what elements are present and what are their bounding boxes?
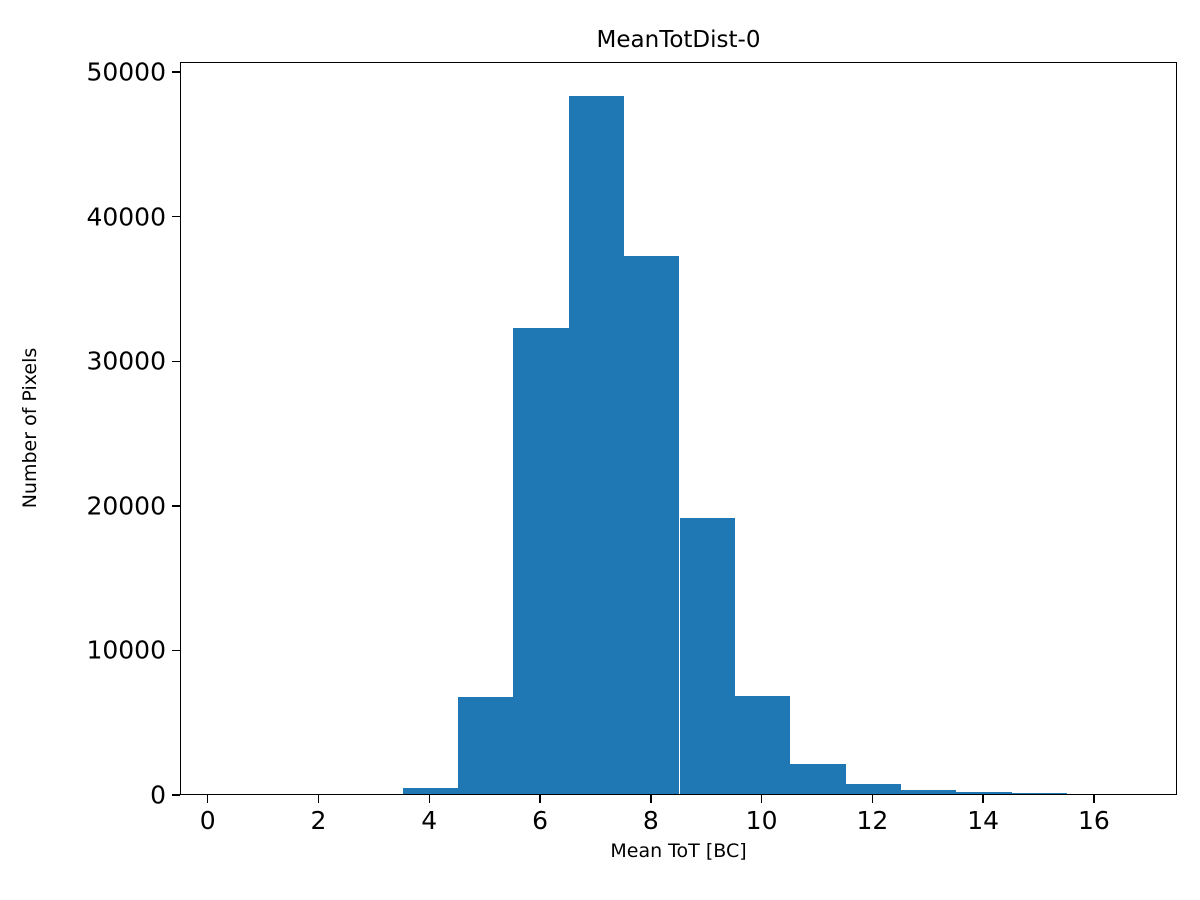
- x-axis-tick: [650, 795, 652, 803]
- histogram-bar: [402, 788, 458, 794]
- histogram-bar: [956, 792, 1012, 794]
- x-tick-label: 4: [421, 806, 438, 835]
- x-tick-label: 16: [1078, 806, 1110, 835]
- x-axis-tick: [982, 795, 984, 803]
- chart-title: MeanTotDist-0: [596, 27, 761, 53]
- y-axis-tick: [172, 215, 180, 218]
- x-tick-label: 6: [532, 806, 548, 835]
- y-tick-label: 0: [150, 780, 166, 810]
- x-tick-label: 12: [856, 806, 889, 835]
- y-axis-tick: [172, 794, 180, 796]
- y-axis-tick: [172, 649, 180, 652]
- x-tick-label: 14: [967, 806, 1000, 835]
- histogram-bar: [790, 763, 846, 794]
- x-axis-tick: [539, 795, 541, 803]
- histogram-bar: [568, 95, 625, 794]
- y-tick-label: 30000: [86, 346, 166, 376]
- y-axis-tick: [172, 505, 180, 507]
- x-axis-tick: [206, 795, 209, 803]
- y-tick-label: 20000: [86, 491, 166, 521]
- y-tick-label: 50000: [86, 57, 166, 87]
- histogram-bar: [901, 790, 957, 794]
- plot-area: [180, 62, 1177, 795]
- y-axis-tick: [172, 71, 180, 73]
- y-tick-label: 40000: [86, 202, 166, 232]
- x-axis-tick: [760, 795, 763, 803]
- x-axis-tick: [428, 795, 430, 803]
- x-tick-label: 8: [642, 806, 659, 835]
- y-tick-label: 10000: [86, 635, 166, 665]
- x-axis-tick: [1093, 795, 1095, 803]
- x-tick-label: 10: [745, 806, 778, 835]
- histogram-bar: [679, 517, 735, 794]
- x-axis-tick: [317, 795, 320, 803]
- x-axis-label: Mean ToT [BC]: [610, 840, 747, 862]
- histogram-bar: [624, 256, 680, 794]
- y-axis-tick: [172, 360, 180, 363]
- x-axis-tick: [871, 795, 874, 803]
- histogram-bar: [845, 783, 902, 794]
- histogram-bar: [734, 695, 791, 794]
- x-tick-label: 0: [199, 806, 216, 835]
- histogram-bar: [457, 697, 514, 794]
- x-tick-label: 2: [310, 806, 327, 835]
- histogram-bar: [1011, 793, 1068, 794]
- histogram-bar: [513, 328, 569, 794]
